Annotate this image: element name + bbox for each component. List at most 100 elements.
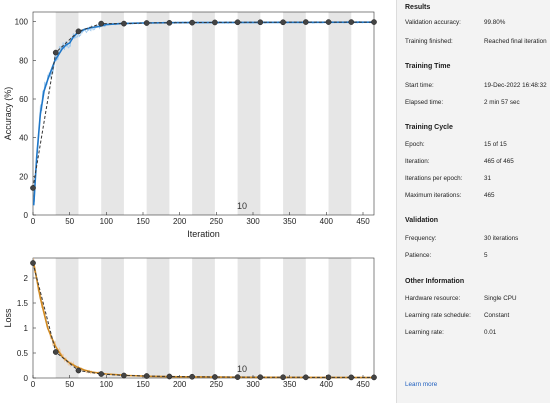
row-label: Hardware resource: [405, 295, 461, 302]
plot-frame [32, 11, 375, 216]
x-tick-label: 200 [173, 380, 187, 389]
y-tick-label: 20 [19, 172, 28, 181]
validation-point [212, 374, 218, 380]
row-label: Start time: [405, 82, 434, 89]
validation-point [75, 28, 82, 35]
validation-title: Validation [405, 217, 439, 224]
x-tick-label: 350 [283, 380, 297, 389]
row-value: 0.01 [484, 329, 497, 336]
row-label: Iteration: [405, 158, 430, 165]
plot-frame [32, 257, 375, 379]
validation-point [121, 20, 127, 27]
row-label: Training finished: [405, 38, 453, 45]
x-tick-label: 300 [246, 380, 260, 389]
validation-point [348, 19, 355, 25]
training-cycle-title: Training Cycle [405, 124, 453, 131]
x-tick-label: 250 [210, 380, 224, 389]
row-value: 465 [484, 192, 495, 199]
y-tick-label: 0 [24, 211, 29, 220]
row-validation-accuracy: Validation accuracy: 99.80% [405, 19, 547, 29]
epoch-band [192, 258, 215, 378]
learn-more-link[interactable]: Learn more [405, 381, 438, 388]
epoch-band [55, 258, 79, 378]
results-title: Results [405, 4, 431, 11]
x-tick-label: 250 [210, 217, 224, 226]
row-training-finished: Training finished: Reached final iterati… [405, 38, 547, 48]
row-iteration: Iteration: 465 of 465 [405, 158, 547, 168]
validation-point [98, 371, 105, 377]
y-tick-label: 1.5 [17, 299, 29, 308]
training-time-title: Training Time [405, 63, 451, 70]
validation-point [166, 19, 173, 26]
row-label: Epoch: [405, 141, 425, 148]
validation-line [32, 262, 374, 378]
y-tick-label: 0.5 [17, 349, 29, 358]
y-tick-label: 80 [19, 56, 28, 65]
loss-panel: 0 50 100 150 200 250 300 350 400 450 0 0.5 1 1.5 2 Loss… [3, 257, 377, 389]
validation-point [280, 19, 286, 26]
row-learning-rate-schedule: Learning rate schedule: Constant [405, 312, 547, 322]
validation-point [98, 20, 105, 27]
x-tick-label: 100 [100, 380, 114, 389]
epoch-band [328, 12, 352, 215]
training-plots: 0 50 100 150 200 250 300 350 400 450 0 20 40 60 80 100 A… [3, 11, 377, 389]
row-value: 30 iterations [484, 235, 519, 242]
row-patience: Patience: 5 [405, 252, 547, 262]
validation-point [348, 374, 355, 381]
epoch-band [55, 12, 79, 215]
x-tick-label: 150 [136, 380, 150, 389]
epoch-annotation: 10 [237, 364, 247, 374]
x-tick-label: 50 [65, 380, 74, 389]
x-tick-label: 50 [65, 217, 74, 226]
epoch-band [283, 258, 306, 378]
validation-point [234, 19, 241, 26]
row-label: Patience: [405, 252, 432, 259]
validation-point [371, 19, 377, 25]
row-label: Iterations per epoch: [405, 175, 463, 182]
row-value: Reached final iteration [484, 38, 547, 45]
validation-point [121, 372, 127, 379]
row-label: Validation accuracy: [405, 19, 461, 26]
accuracy-panel: 0 50 100 150 200 250 300 350 400 450 0 20 40 60 80 100 A… [3, 11, 377, 239]
epoch-band [328, 258, 352, 378]
validation-point [30, 185, 36, 191]
epoch-band [192, 12, 215, 215]
row-value: 2 min 57 sec [484, 99, 520, 106]
row-label: Maximum iterations: [405, 192, 462, 199]
y-tick-label: 1 [24, 324, 29, 333]
y-tick-label: 40 [19, 134, 28, 143]
training-progress-chart: 0 50 100 150 200 250 300 350 400 450020406080100A… [3, 11, 377, 389]
row-value: Single CPU [484, 295, 517, 302]
row-label: Learning rate schedule: [405, 312, 471, 319]
validation-point [234, 374, 241, 380]
validation-point [302, 19, 309, 25]
validation-point [212, 19, 218, 26]
row-value: 31 [484, 175, 492, 182]
epoch-band [146, 12, 170, 215]
row-value: Constant [484, 312, 510, 319]
epoch-band [237, 258, 261, 378]
epoch-band [146, 258, 170, 378]
validation-point [52, 49, 59, 56]
y-tick-label: 0 [24, 374, 29, 383]
x-tick-label: 400 [320, 380, 334, 389]
y-axis-label: Loss [3, 308, 13, 328]
validation-point [302, 374, 309, 381]
epoch-annotation: 10 [237, 201, 247, 211]
validation-point [325, 374, 332, 381]
row-label: Learning rate: [405, 329, 444, 336]
x-axis-label: Iteration [187, 229, 220, 239]
other-information-title: Other Information [405, 278, 465, 285]
row-frequency: Frequency: 30 iterations [405, 235, 547, 245]
validation-point [325, 19, 332, 25]
validation-point [166, 373, 173, 380]
validation-point [189, 373, 195, 380]
epoch-band [237, 12, 261, 215]
validation-point [371, 374, 377, 381]
row-start-time: Start time: 19-Dec-2022 16:48:32 [405, 82, 547, 92]
validation-point [30, 260, 36, 266]
validation-point [189, 19, 195, 26]
info-panel: Results Validation accuracy: 99.80% Trai… [396, 0, 550, 403]
row-maximum-iterations: Maximum iterations: 465 [405, 192, 547, 202]
row-iterations-per-epoch: Iterations per epoch: 31 [405, 175, 547, 185]
